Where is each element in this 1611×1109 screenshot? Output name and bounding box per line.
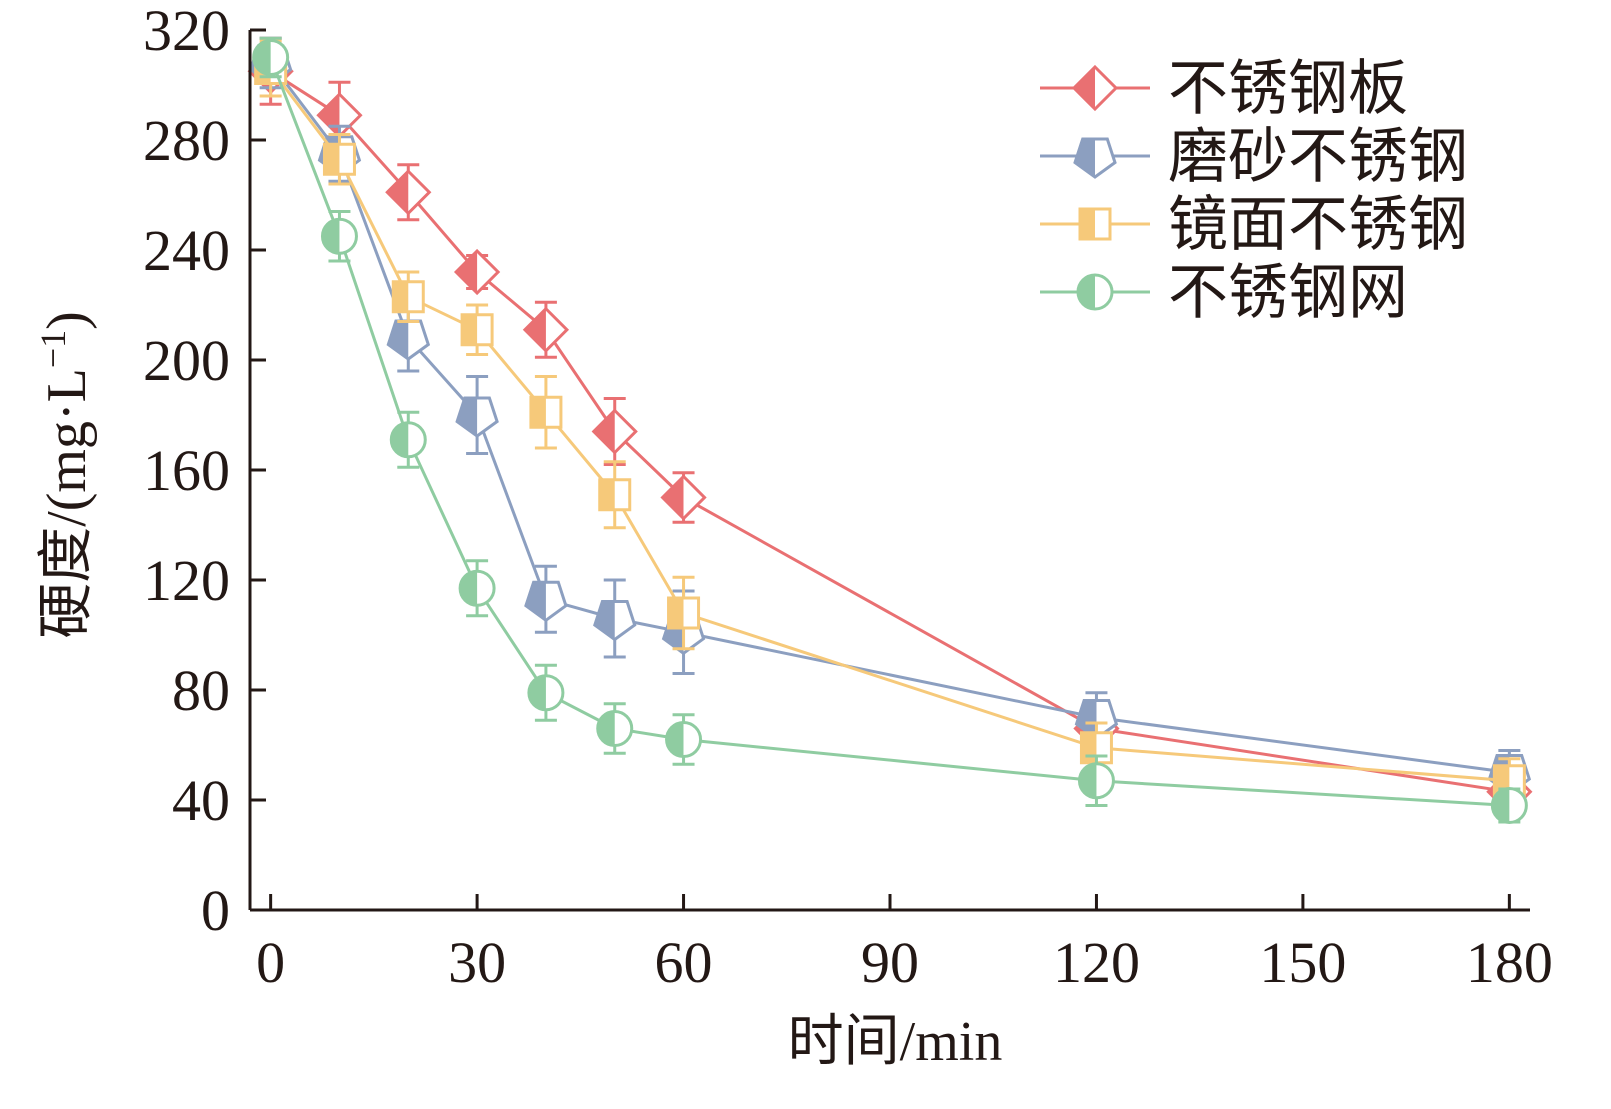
legend-marker bbox=[1076, 273, 1114, 311]
x-tick-label: 30 bbox=[448, 930, 506, 995]
legend-item-1: 不锈钢板 bbox=[1040, 56, 1408, 122]
x-tick-label: 60 bbox=[655, 930, 713, 995]
data-point bbox=[529, 395, 563, 429]
data-point bbox=[1077, 762, 1115, 800]
x-tick-label: 0 bbox=[256, 930, 285, 995]
y-tick-label: 120 bbox=[143, 548, 230, 613]
data-point bbox=[320, 217, 358, 255]
y-tick-label: 280 bbox=[143, 108, 230, 173]
series-layer bbox=[247, 36, 1533, 824]
data-point bbox=[458, 569, 496, 607]
y-tick-label: 320 bbox=[143, 0, 230, 63]
data-point bbox=[667, 596, 701, 630]
axes: 时间/min 硬度/(mg·L−1) 0 30 60 90 120 150 180 0 40 80… bbox=[33, 0, 1553, 1073]
series-3 bbox=[254, 39, 1526, 805]
data-point bbox=[385, 169, 432, 216]
x-axis-title: 时间/min bbox=[788, 1011, 1003, 1073]
legend-label: 镜面不锈钢 bbox=[1168, 192, 1468, 258]
y-tick-label: 160 bbox=[143, 438, 230, 503]
data-point bbox=[460, 313, 494, 347]
data-point bbox=[386, 319, 431, 361]
data-point bbox=[660, 474, 707, 521]
legend-item-4: 不锈钢网 bbox=[1040, 260, 1408, 326]
data-point bbox=[391, 280, 425, 314]
legend-marker bbox=[1073, 137, 1117, 179]
data-point bbox=[598, 478, 632, 512]
data-point bbox=[665, 721, 703, 758]
data-point bbox=[596, 710, 634, 747]
data-point bbox=[1074, 699, 1119, 741]
data-point bbox=[593, 600, 637, 642]
y-tick-label: 40 bbox=[172, 768, 230, 833]
y-tick-label: 240 bbox=[143, 218, 230, 283]
data-point bbox=[524, 580, 568, 623]
y-axis-title: 硬度/(mg·L−1) bbox=[33, 311, 98, 639]
data-point bbox=[389, 421, 427, 459]
y-tick-label: 200 bbox=[143, 328, 230, 393]
x-tick-label: 120 bbox=[1053, 930, 1140, 995]
data-point bbox=[1490, 787, 1528, 824]
x-tick-label: 150 bbox=[1259, 930, 1346, 995]
data-point bbox=[527, 674, 565, 712]
series-4 bbox=[252, 36, 1528, 824]
legend-label: 不锈钢网 bbox=[1168, 260, 1408, 326]
x-tick-label: 180 bbox=[1466, 930, 1553, 995]
legend-marker bbox=[1078, 207, 1112, 241]
y-tick-label: 80 bbox=[172, 658, 230, 723]
y-tick-label: 0 bbox=[201, 878, 230, 943]
legend-label: 磨砂不锈钢 bbox=[1168, 124, 1468, 190]
legend-item-2: 磨砂不锈钢 bbox=[1040, 124, 1468, 190]
data-point bbox=[455, 396, 499, 438]
x-tick-label: 90 bbox=[861, 930, 919, 995]
data-point bbox=[252, 39, 290, 76]
data-point bbox=[453, 248, 501, 296]
legend-item-3: 镜面不锈钢 bbox=[1040, 192, 1468, 258]
data-point bbox=[591, 408, 638, 455]
legend-label: 不锈钢板 bbox=[1168, 56, 1408, 122]
legend-marker bbox=[1071, 64, 1119, 112]
data-point bbox=[522, 306, 570, 353]
data-point bbox=[322, 142, 356, 176]
